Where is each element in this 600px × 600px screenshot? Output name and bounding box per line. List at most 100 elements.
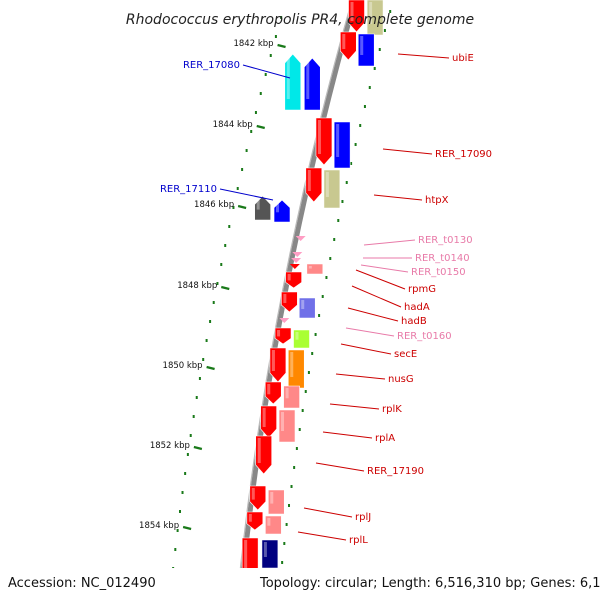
gene-arrow bbox=[283, 385, 300, 409]
gene-label-rpla[interactable]: rplA bbox=[375, 433, 395, 444]
tick-label: 1842 kbp bbox=[233, 39, 273, 49]
gene-arrow bbox=[273, 199, 291, 223]
gene-arrow bbox=[265, 515, 282, 535]
gene-arrow-highlight bbox=[308, 266, 312, 269]
gene-arrow-highlight bbox=[267, 518, 271, 526]
label-leader bbox=[242, 64, 291, 79]
gene-arrow-highlight bbox=[350, 2, 354, 21]
gene-arrow-highlight bbox=[325, 172, 329, 197]
label-leader bbox=[335, 373, 386, 380]
coordinate-tick: 1850 kbp bbox=[163, 361, 215, 371]
gene-arrow-highlight bbox=[262, 408, 266, 427]
label-leader bbox=[329, 403, 380, 410]
gene-arrow-highlight bbox=[277, 330, 281, 337]
gene-arrow bbox=[267, 489, 285, 515]
tick-label: 1846 kbp bbox=[194, 200, 234, 210]
gene-arrow bbox=[287, 349, 305, 389]
gene-label-rplk[interactable]: rplK bbox=[382, 404, 402, 415]
gene-arrow bbox=[274, 327, 292, 345]
gc-dots bbox=[170, 10, 392, 589]
gene-arrow-highlight bbox=[360, 36, 364, 55]
trna-marker bbox=[291, 258, 302, 263]
gene-label-sece[interactable]: secE bbox=[394, 349, 417, 360]
gene-arrow-highlight bbox=[263, 542, 267, 557]
label-leader bbox=[297, 531, 347, 541]
trna-marker bbox=[292, 252, 303, 257]
map-title: Rhodococcus erythropolis PR4, complete g… bbox=[126, 12, 474, 28]
gene-label-rer_17110[interactable]: RER_17110 bbox=[160, 184, 217, 195]
gene-arrow-highlight bbox=[281, 412, 285, 431]
gene-arrow bbox=[348, 0, 365, 33]
coordinate-ticks: 1842 kbp 1844 kbp 1846 kbp 1848 kbp 1850 kbp… bbox=[139, 39, 286, 531]
gene-label-rer_17190[interactable]: RER_17190 bbox=[367, 466, 424, 477]
gene-label-hada[interactable]: hadA bbox=[404, 302, 430, 313]
gene-label-rplj[interactable]: rplJ bbox=[355, 512, 371, 523]
label-leader bbox=[315, 462, 365, 472]
label-leader bbox=[355, 269, 406, 290]
gene-label-rpll[interactable]: rplL bbox=[349, 535, 368, 546]
gene-arrow bbox=[306, 263, 324, 275]
tick-label: 1848 kbp bbox=[177, 281, 217, 291]
gene-arrow bbox=[281, 291, 298, 313]
gene-arrow-highlight bbox=[295, 332, 299, 340]
gene-label-ubie[interactable]: ubiE bbox=[452, 53, 474, 64]
gene-label-rer_t0150[interactable]: RER_t0150 bbox=[411, 267, 466, 278]
gene-arrow bbox=[339, 31, 357, 61]
gene-arrow bbox=[366, 0, 384, 36]
gene-label-rer_t0140[interactable]: RER_t0140 bbox=[415, 253, 470, 264]
gene-arrow bbox=[278, 409, 296, 443]
gene-label-rer_t0160[interactable]: RER_t0160 bbox=[397, 331, 452, 342]
label-leader bbox=[303, 507, 353, 518]
label-leader bbox=[373, 194, 423, 201]
gene-arrow bbox=[269, 347, 287, 383]
coordinate-tick: 1842 kbp bbox=[233, 39, 286, 49]
coordinate-tick: 1852 kbp bbox=[150, 441, 203, 451]
gene-label-rer_t0130[interactable]: RER_t0130 bbox=[418, 235, 473, 246]
gene-arrow-highlight bbox=[270, 492, 274, 504]
gene-arrow bbox=[285, 271, 302, 289]
gene-arrow-highlight bbox=[251, 488, 255, 500]
gene-arrow bbox=[333, 121, 351, 169]
gene-label-nusg[interactable]: nusG bbox=[388, 374, 414, 385]
gene-arrow bbox=[293, 329, 310, 349]
gene-arrow bbox=[323, 169, 341, 209]
gene-arrow bbox=[298, 297, 316, 319]
gene-arrow bbox=[264, 381, 282, 405]
gene-arrow-highlight bbox=[271, 350, 275, 371]
label-leader bbox=[351, 285, 402, 308]
gene-arrow-highlight bbox=[306, 60, 310, 99]
gene-arrow-highlight bbox=[287, 274, 291, 281]
label-leaders bbox=[219, 53, 450, 541]
gene-features bbox=[238, 0, 384, 600]
footer-band bbox=[0, 568, 600, 600]
gene-label-htpx[interactable]: htpX bbox=[425, 195, 449, 206]
label-leader bbox=[360, 264, 409, 273]
gene-arrow-highlight bbox=[336, 124, 340, 157]
gene-arrow-highlight bbox=[267, 384, 271, 395]
gene-arrow bbox=[260, 405, 277, 439]
gene-label-rer_17080[interactable]: RER_17080 bbox=[183, 60, 240, 71]
gene-arrow bbox=[305, 167, 323, 203]
gene-arrow-highlight bbox=[342, 34, 346, 49]
trna-marker bbox=[279, 318, 290, 323]
gene-arrow bbox=[315, 117, 333, 166]
label-leader bbox=[219, 188, 274, 201]
gene-arrow-highlight bbox=[283, 294, 287, 303]
label-leader bbox=[397, 53, 450, 59]
gene-arrow-highlight bbox=[276, 202, 280, 213]
topology-text: Topology: circular; Length: 6,516,310 bp… bbox=[259, 576, 600, 591]
gene-arrow-highlight bbox=[301, 300, 305, 309]
coordinate-tick: 1844 kbp bbox=[213, 120, 265, 130]
coordinate-tick: 1846 kbp bbox=[194, 200, 247, 210]
label-leader bbox=[322, 431, 373, 439]
gene-arrow-highlight bbox=[256, 198, 260, 210]
gene-label-hadb[interactable]: hadB bbox=[401, 316, 427, 327]
label-leader bbox=[340, 343, 392, 355]
accession-text: Accession: NC_012490 bbox=[8, 576, 156, 591]
gene-label-rer_17090[interactable]: RER_17090 bbox=[435, 149, 492, 160]
gene-arrow bbox=[303, 57, 321, 111]
gene-label-rpmg[interactable]: rpmG bbox=[408, 284, 436, 295]
gene-arrow-highlight bbox=[248, 514, 252, 522]
coordinate-tick: 1848 kbp bbox=[177, 281, 230, 291]
